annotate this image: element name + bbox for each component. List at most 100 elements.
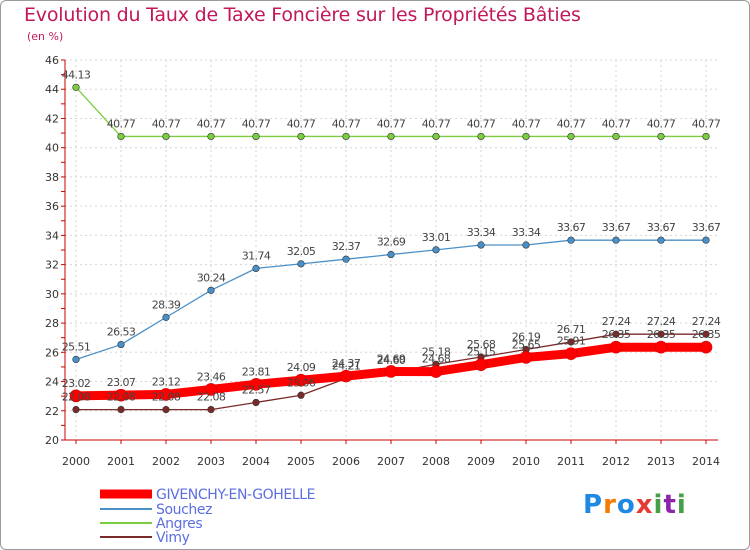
data-point <box>297 260 305 268</box>
data-point <box>72 83 80 91</box>
data-point <box>162 132 170 141</box>
data-point <box>252 398 260 407</box>
data-label: 22.08 <box>197 391 226 404</box>
x-tick-label: 2010 <box>512 455 540 468</box>
data-point <box>702 330 710 338</box>
data-label: 32.05 <box>287 245 316 258</box>
data-point <box>162 406 170 414</box>
x-tick-label: 2009 <box>467 455 495 468</box>
logo-letter: x <box>635 490 654 520</box>
data-point <box>252 264 260 273</box>
logo-letter: i <box>676 490 687 520</box>
data-label: 27.24 <box>692 315 721 328</box>
data-label: 26.35 <box>602 328 631 341</box>
data-label: 40.77 <box>647 117 676 130</box>
x-tick-label: 2001 <box>107 455 135 468</box>
data-label: 32.37 <box>332 240 361 253</box>
data-point <box>117 132 125 141</box>
data-point <box>567 132 575 141</box>
data-label: 22.57 <box>242 383 271 396</box>
data-label: 40.77 <box>242 117 271 130</box>
x-tick-label: 2013 <box>647 455 675 468</box>
data-label: 22.08 <box>107 391 136 404</box>
data-label: 33.34 <box>467 226 496 239</box>
x-tick-label: 2006 <box>332 455 360 468</box>
data-point <box>519 351 533 364</box>
data-label: 33.67 <box>692 221 721 234</box>
data-point <box>252 132 260 141</box>
data-label: 40.77 <box>197 117 226 130</box>
data-point <box>612 236 620 244</box>
data-point <box>654 340 668 354</box>
data-point <box>567 236 575 244</box>
y-tick-label: 30 <box>45 288 59 301</box>
data-label: 40.77 <box>512 117 541 130</box>
data-label: 24.09 <box>287 361 316 374</box>
y-tick-label: 26 <box>45 346 59 359</box>
x-tick-label: 2003 <box>197 455 225 468</box>
data-label: 27.24 <box>647 315 676 328</box>
y-tick-label: 20 <box>45 434 59 447</box>
data-label: 40.77 <box>602 117 631 130</box>
data-label: 40.77 <box>422 117 451 130</box>
x-tick-label: 2005 <box>287 455 315 468</box>
data-point <box>342 132 350 141</box>
data-point <box>72 406 80 414</box>
data-point <box>294 373 308 387</box>
data-label: 40.77 <box>692 117 721 130</box>
y-tick-label: 44 <box>45 83 59 96</box>
data-label: 24.60 <box>377 354 406 367</box>
data-point <box>117 406 125 414</box>
data-label: 40.77 <box>332 117 361 130</box>
data-label: 23.81 <box>242 365 271 378</box>
data-point <box>339 369 353 383</box>
data-label: 25.91 <box>557 335 586 348</box>
data-point <box>702 132 710 141</box>
data-point <box>657 132 665 141</box>
x-tick-label: 2012 <box>602 455 630 468</box>
chart-title: Evolution du Taux de Taxe Foncière sur l… <box>24 4 581 26</box>
y-tick-label: 38 <box>45 171 59 184</box>
data-point <box>564 347 578 360</box>
x-tick-label: 2000 <box>62 455 90 468</box>
data-point <box>699 340 713 354</box>
x-tick-label: 2014 <box>692 455 720 468</box>
data-point <box>657 236 665 244</box>
data-label: 40.77 <box>287 117 316 130</box>
data-point <box>69 389 83 403</box>
data-point <box>429 365 443 378</box>
data-point <box>657 330 665 338</box>
data-label: 33.01 <box>422 231 451 244</box>
y-tick-label: 32 <box>45 259 59 272</box>
data-point <box>477 241 485 249</box>
data-label: 23.46 <box>197 370 226 383</box>
y-tick-label: 36 <box>45 200 59 213</box>
data-label: 40.77 <box>107 117 136 130</box>
data-point <box>117 340 125 349</box>
data-label: 24.68 <box>422 353 451 366</box>
data-point <box>297 391 305 399</box>
data-label: 26.71 <box>557 323 586 336</box>
data-label: 31.74 <box>242 249 271 262</box>
data-point <box>249 378 263 391</box>
data-label: 33.67 <box>602 221 631 234</box>
data-point <box>384 365 398 378</box>
data-point <box>432 246 440 254</box>
data-label: 30.24 <box>197 271 226 284</box>
data-point <box>522 132 530 141</box>
data-label: 23.07 <box>107 376 136 389</box>
y-tick-label: 46 <box>45 54 59 67</box>
data-label: 40.77 <box>377 117 406 130</box>
data-label: 33.67 <box>557 221 586 234</box>
data-label: 26.19 <box>512 331 541 344</box>
logo-letter: t <box>663 490 677 520</box>
data-label: 25.51 <box>62 340 91 353</box>
data-label: 25.65 <box>512 338 541 351</box>
x-tick-label: 2004 <box>242 455 270 468</box>
data-point <box>477 132 485 141</box>
data-point <box>609 340 623 354</box>
data-label: 33.34 <box>512 226 541 239</box>
x-tick-label: 2008 <box>422 455 450 468</box>
proxiti-logo: Proxiti <box>583 490 687 520</box>
data-label: 26.35 <box>692 328 721 341</box>
